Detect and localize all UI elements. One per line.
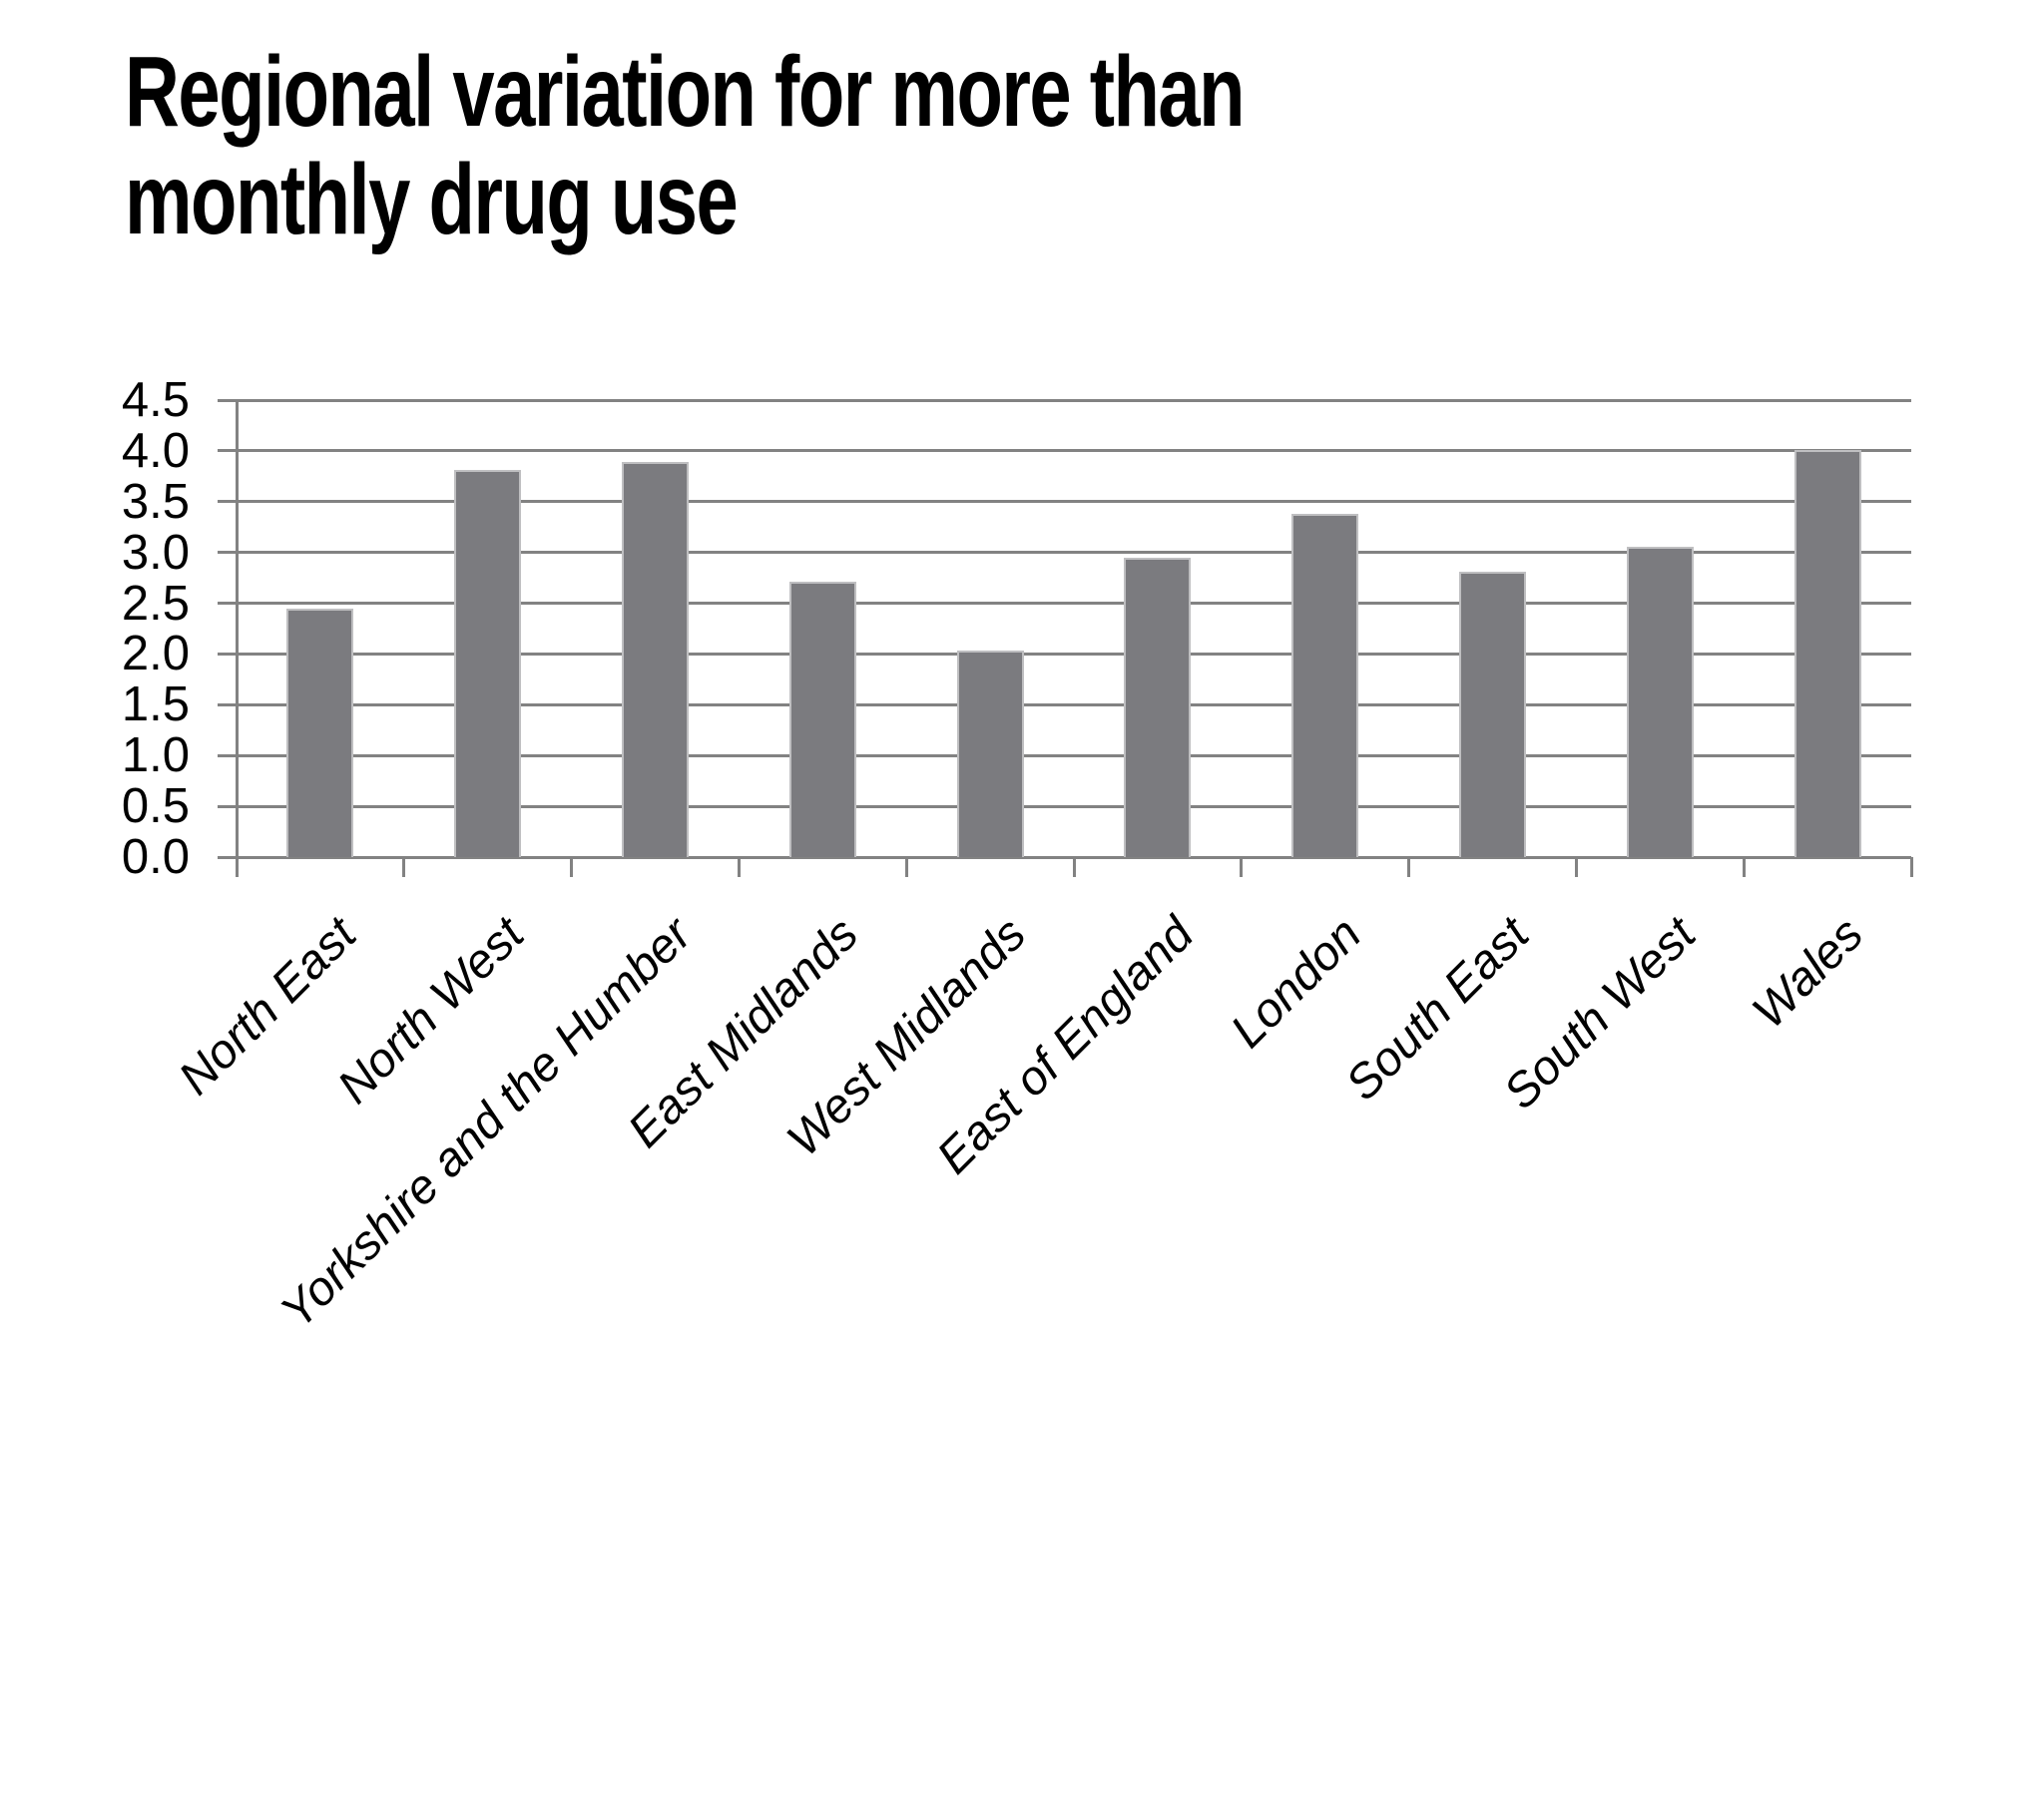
slide-background: Regional variation for more than monthly… — [121, 38, 1913, 1339]
gridline-2.0 — [218, 652, 1911, 656]
bar-london — [1291, 513, 1359, 857]
gridline-0.0 — [218, 855, 1911, 859]
gridline-3.0 — [218, 551, 1911, 555]
bar-east-midlands — [788, 582, 856, 857]
x-axis-boundary-tick — [402, 857, 406, 877]
y-axis-tick-label-3.5: 3.5 — [121, 474, 190, 529]
y-axis-tick-label-4.5: 4.5 — [121, 373, 190, 427]
bar-chart: 0.0 0.5 1.0 1.5 2.0 2.5 3.0 3.5 4.0 4.5 North East… — [121, 373, 1913, 1338]
bar-west-midlands — [956, 651, 1024, 857]
y-axis-tick-label-0.0: 0.0 — [121, 830, 190, 884]
x-axis-boundary-tick — [570, 857, 574, 877]
bar-south-west — [1626, 546, 1694, 857]
bar-south-east — [1459, 572, 1526, 857]
gridline-1.5 — [218, 702, 1911, 706]
y-axis-tick-label-4.0: 4.0 — [121, 423, 190, 478]
x-axis-boundary-tick — [1909, 857, 1913, 877]
gridline-0.5 — [218, 804, 1911, 808]
chart-title-line-1: Regional variation for more than — [125, 36, 1246, 148]
bar-north-west — [454, 470, 522, 857]
x-axis-boundary-tick — [1574, 857, 1578, 877]
gridline-4.0 — [218, 449, 1911, 453]
gridline-4.5 — [218, 398, 1911, 402]
x-axis-boundary-tick — [1240, 857, 1244, 877]
y-axis-tick-label-1.5: 1.5 — [121, 677, 190, 732]
y-axis-tick-label-2.0: 2.0 — [121, 627, 190, 681]
gridline-3.5 — [218, 500, 1911, 504]
slide: { "slide": { "title_line1": "Regional va… — [121, 38, 1913, 1339]
gridline-2.5 — [218, 602, 1911, 606]
x-axis-boundary-tick — [235, 857, 239, 877]
x-axis-boundary-tick — [737, 857, 741, 877]
x-axis-boundary-tick — [904, 857, 908, 877]
chart-title: Regional variation for more than monthly… — [125, 38, 1642, 253]
y-axis-tick-label-1.0: 1.0 — [121, 728, 190, 783]
bar-east-of-england — [1124, 557, 1192, 857]
x-axis-boundary-tick — [1072, 857, 1076, 877]
x-axis-boundary-tick — [1407, 857, 1411, 877]
y-axis-tick-label-0.5: 0.5 — [121, 779, 190, 834]
chart-title-line-2: monthly drug use — [125, 144, 739, 255]
bar-north-east — [286, 608, 354, 857]
gridline-1.0 — [218, 753, 1911, 757]
bar-yorkshire-and-the-humber — [622, 462, 689, 857]
y-axis-tick-label-2.5: 2.5 — [121, 576, 190, 631]
y-axis-line — [235, 400, 239, 871]
bar-wales — [1793, 449, 1861, 857]
y-axis-tick-label-3.0: 3.0 — [121, 525, 190, 580]
x-axis-boundary-tick — [1742, 857, 1746, 877]
